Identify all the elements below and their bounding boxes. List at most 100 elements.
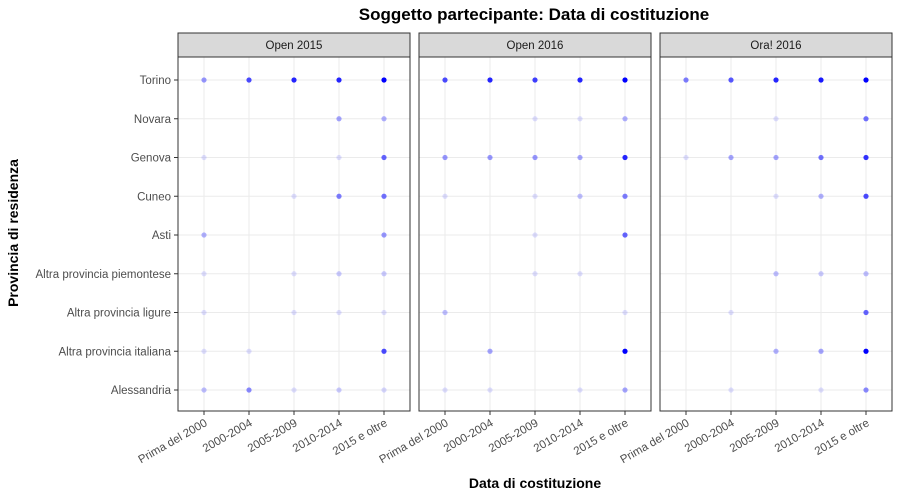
data-point (728, 309, 734, 316)
data-point (818, 154, 824, 161)
data-point (336, 193, 342, 199)
data-point (818, 77, 824, 83)
data-point (442, 387, 448, 393)
data-point (863, 77, 869, 83)
data-point (201, 271, 207, 277)
data-point (291, 193, 297, 199)
x-tick-label: 2005-2009 (246, 417, 300, 455)
data-point (577, 193, 583, 199)
data-point (863, 387, 869, 393)
data-point (728, 77, 734, 83)
data-point (773, 348, 779, 354)
data-point (622, 387, 628, 393)
data-point (381, 154, 387, 161)
data-point (291, 309, 297, 316)
data-point (577, 77, 583, 83)
facet-strip (659, 32, 893, 58)
data-point (381, 116, 387, 122)
data-point (201, 387, 207, 393)
chart-title: Soggetto partecipante: Data di costituzi… (359, 5, 709, 24)
data-point (773, 154, 779, 161)
data-point (863, 116, 869, 122)
data-point (381, 309, 387, 316)
data-point (442, 193, 448, 199)
data-point (201, 77, 207, 83)
data-point (577, 387, 583, 393)
data-point (818, 387, 824, 393)
data-point (532, 232, 538, 238)
x-tick-label: 2000-2004 (442, 417, 496, 455)
data-point (381, 387, 387, 393)
facet-strip (177, 32, 411, 58)
data-point (246, 387, 252, 393)
data-point (863, 271, 869, 277)
data-point (818, 348, 824, 354)
data-point (863, 309, 869, 316)
data-point (728, 154, 734, 161)
data-point (381, 193, 387, 199)
data-point (381, 232, 387, 238)
x-tick-label: Prima del 2000 (378, 417, 451, 466)
data-point (683, 77, 689, 83)
data-point (577, 271, 583, 277)
data-point (336, 154, 342, 161)
data-point (622, 77, 628, 83)
data-point (291, 77, 297, 83)
y-tick-label: Torino (140, 75, 171, 87)
x-tick-label: Prima del 2000 (619, 417, 692, 466)
data-point (487, 154, 493, 161)
data-point (773, 193, 779, 199)
data-point (201, 232, 207, 238)
data-point (442, 77, 448, 83)
data-point (201, 348, 207, 354)
data-point (291, 271, 297, 277)
data-point (336, 309, 342, 316)
data-point (622, 154, 628, 161)
data-point (773, 271, 779, 277)
data-point (863, 348, 869, 354)
data-point (532, 154, 538, 161)
data-point (728, 387, 734, 393)
x-tick-label: Prima del 2000 (137, 417, 210, 466)
data-point (442, 309, 448, 316)
data-point (336, 77, 342, 83)
data-point (201, 309, 207, 316)
data-point (773, 77, 779, 83)
y-tick-label: Novara (134, 114, 172, 126)
y-axis-ticks: Torino Novara Genova Cuneo Asti Altra provinc… (35, 75, 178, 397)
data-point (381, 348, 387, 354)
x-axis-title: Data di costituzione (469, 475, 601, 491)
data-point (336, 387, 342, 393)
data-point (201, 154, 207, 161)
data-point (577, 154, 583, 161)
y-tick-label: Altra provincia piemontese (35, 269, 171, 281)
x-tick-label: 2000-2004 (683, 417, 737, 455)
data-point (577, 116, 583, 122)
data-point (487, 348, 493, 354)
facet-panel: Open 2015 Prima del 20002000-20042005-200… (137, 32, 411, 466)
y-axis-title: Provincia di residenza (5, 159, 21, 307)
x-tick-label: 2005-2009 (728, 417, 782, 455)
y-tick-label: Alessandria (111, 385, 172, 397)
data-point (683, 154, 689, 161)
facet-panel: Open 2016 Prima del 20002000-20042005-200… (378, 32, 652, 466)
data-point (863, 193, 869, 199)
facet-label: Open 2015 (266, 40, 323, 52)
data-point (622, 348, 628, 354)
y-tick-label: Genova (131, 153, 172, 165)
data-point (773, 116, 779, 122)
data-point (381, 271, 387, 277)
data-point (336, 116, 342, 122)
data-point (818, 193, 824, 199)
y-tick-label: Altra provincia ligure (67, 308, 171, 320)
data-point (622, 232, 628, 238)
data-point (487, 77, 493, 83)
data-point (246, 348, 252, 354)
data-point (336, 271, 342, 277)
data-point (246, 77, 252, 83)
y-tick-label: Asti (152, 230, 171, 242)
y-tick-label: Cuneo (137, 191, 171, 203)
y-tick-label: Altra provincia italiana (58, 346, 171, 358)
